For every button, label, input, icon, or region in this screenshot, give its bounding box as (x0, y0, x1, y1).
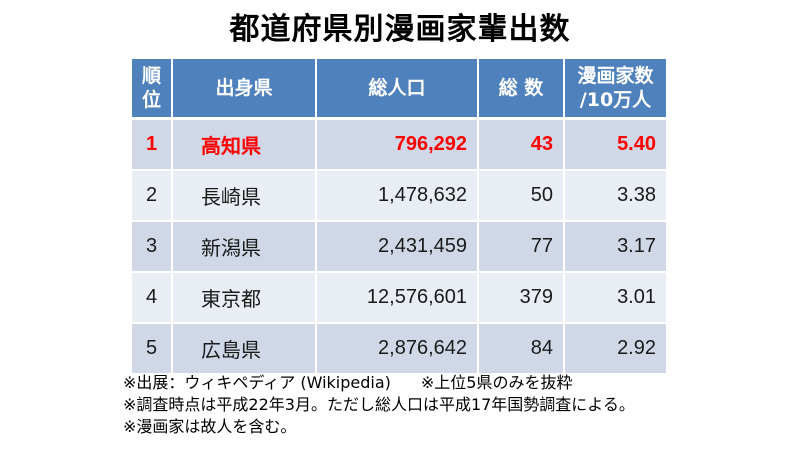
header-prefecture: 出身県 (172, 59, 317, 120)
footnote-line: ※出展：ウィキペディア (Wikipedia) ※上位5県のみを抜粋 (123, 372, 783, 394)
prefecture-cell: 高知県 (172, 118, 317, 171)
header-rank: 順 位 (132, 59, 173, 120)
population-cell: 1,478,632 (316, 170, 479, 222)
table-row: 2 長崎県 1,478,632 50 3.38 (132, 170, 666, 222)
source-note: ※出展：ウィキペディア (Wikipedia) (123, 373, 391, 392)
rank-cell: 5 (132, 323, 173, 375)
per-capita-cell: 5.40 (564, 118, 666, 171)
rank-cell: 1 (132, 118, 173, 171)
prefecture-cell: 新潟県 (172, 221, 317, 273)
population-cell: 2,876,642 (316, 323, 479, 375)
scope-note: ※上位5県のみを抜粋 (420, 373, 573, 392)
population-cell: 796,292 (316, 118, 479, 171)
table-header-row: 順 位 出身県 総人口 総 数 漫画家数 /10万人 (132, 59, 666, 120)
population-cell: 12,576,601 (316, 272, 479, 324)
header-count: 総 数 (478, 59, 565, 120)
per-capita-cell: 3.01 (564, 272, 666, 324)
survey-note: ※調査時点は平成22年3月。ただし総人口は平成17年国勢調査による。 (123, 395, 635, 414)
per-capita-cell: 2.92 (564, 323, 666, 375)
count-cell: 77 (478, 221, 565, 273)
table-row: 1 高知県 796,292 43 5.40 (132, 118, 666, 171)
rank-cell: 4 (132, 272, 173, 324)
header-per-capita-line1: 漫画家数 (577, 65, 654, 87)
header-rank-line2: 位 (141, 89, 161, 111)
header-per-capita-line2: /10万人 (579, 89, 652, 111)
count-cell: 379 (478, 272, 565, 324)
page-title: 都道府県別漫画家輩出数 (229, 12, 571, 47)
prefecture-cell: 長崎県 (172, 170, 317, 222)
footnotes: ※出展：ウィキペディア (Wikipedia) ※上位5県のみを抜粋 ※調査時点は… (123, 372, 783, 438)
rank-cell: 3 (132, 221, 173, 273)
per-capita-cell: 3.38 (564, 170, 666, 222)
count-cell: 50 (478, 170, 565, 222)
header-per-capita: 漫画家数 /10万人 (564, 59, 666, 120)
prefecture-cell: 広島県 (172, 323, 317, 375)
population-cell: 2,431,459 (316, 221, 479, 273)
header-rank-line1: 順 (141, 65, 161, 87)
prefecture-cell: 東京都 (172, 272, 317, 324)
header-population: 総人口 (316, 59, 479, 120)
count-cell: 84 (478, 323, 565, 375)
deceased-note: ※漫画家は故人を含む。 (123, 417, 297, 436)
count-cell: 43 (478, 118, 565, 171)
table-row: 5 広島県 2,876,642 84 2.92 (132, 323, 666, 375)
manga-artist-ranking-table: 順 位 出身県 総人口 総 数 漫画家数 /10万人 1 高知県 796,292… (132, 59, 666, 375)
table-row: 4 東京都 12,576,601 379 3.01 (132, 272, 666, 324)
rank-cell: 2 (132, 170, 173, 222)
per-capita-cell: 3.17 (564, 221, 666, 273)
table-row: 3 新潟県 2,431,459 77 3.17 (132, 221, 666, 273)
